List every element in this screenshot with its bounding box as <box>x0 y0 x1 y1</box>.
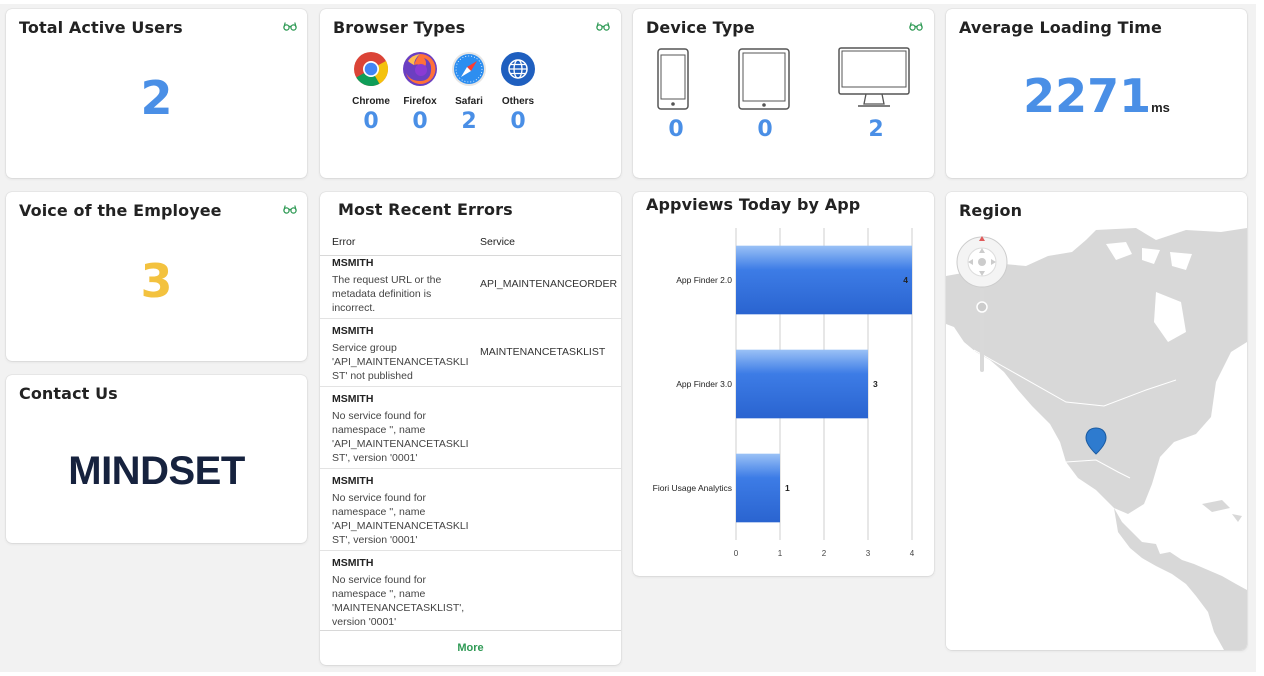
most-recent-errors-card[interactable]: Most Recent Errors Error Service MSMITH … <box>320 192 621 665</box>
x-tick-label: 0 <box>734 549 739 558</box>
error-service: API_MAINTENANCEORDER <box>480 278 618 290</box>
error-message: No service found for namespace '', name … <box>332 574 465 628</box>
globe-icon <box>501 52 535 86</box>
x-tick-label: 3 <box>866 549 871 558</box>
table-row[interactable]: MSMITH No service found for namespace ''… <box>320 387 621 469</box>
tablet-icon <box>738 48 790 110</box>
tablet-count: 0 <box>757 117 773 142</box>
category-label: Fiori Usage Analytics <box>653 483 732 493</box>
active-users-value: 2 <box>140 71 173 125</box>
error-user: MSMITH <box>332 257 374 269</box>
us-mexico-border <box>1065 459 1131 479</box>
error-service: MAINTENANCETASKLIST <box>480 346 606 358</box>
glasses-icon[interactable] <box>283 21 297 31</box>
more-button[interactable]: More <box>320 630 621 665</box>
error-message: The request URL or the metadata definiti… <box>332 274 442 314</box>
browser-label: Others <box>501 96 535 107</box>
error-user: MSMITH <box>332 325 374 337</box>
voice-value: 3 <box>140 254 173 308</box>
card-title: Contact Us <box>19 384 118 403</box>
location-pin-icon[interactable] <box>1085 427 1107 455</box>
phone-count: 0 <box>668 117 684 142</box>
error-message: Service group 'API_MAINTENANCETASKLI ST'… <box>332 342 469 382</box>
card-title: Device Type <box>646 18 755 37</box>
error-message: No service found for namespace '', name … <box>332 492 469 546</box>
browser-count: 0 <box>363 109 379 134</box>
desktop-count: 2 <box>868 117 884 142</box>
browser-others: Others 0 <box>493 51 543 134</box>
bar[interactable] <box>736 453 780 523</box>
desktop-icon <box>838 47 910 107</box>
card-title: Browser Types <box>333 18 466 37</box>
errors-table-header: Error Service <box>320 228 621 256</box>
browser-firefox: Firefox 0 <box>395 51 445 134</box>
error-user: MSMITH <box>332 475 374 487</box>
browser-label: Chrome <box>352 96 390 107</box>
voice-of-employee-card[interactable]: Voice of the Employee 3 <box>6 192 307 361</box>
browser-label: Safari <box>455 96 483 107</box>
browser-count: 0 <box>510 109 526 134</box>
mindset-logo[interactable]: MINDSET <box>68 449 245 493</box>
compass-north-icon <box>979 236 985 241</box>
loading-time-value: 2271 <box>1023 69 1152 123</box>
appviews-card[interactable]: Appviews Today by App 0 1 2 3 4 App Finder 2.… <box>633 192 934 576</box>
safari-icon <box>452 52 486 86</box>
browser-safari: Safari 2 <box>444 51 494 134</box>
central-south-america-land <box>1114 508 1247 650</box>
average-loading-time-card[interactable]: Average Loading Time 2271ms <box>946 9 1247 178</box>
loading-time-kpi: 2271ms <box>946 69 1247 123</box>
x-tick-label: 1 <box>778 549 783 558</box>
x-tick-label: 4 <box>910 549 915 558</box>
category-label: App Finder 3.0 <box>676 379 732 389</box>
table-row[interactable]: MSMITH No service found for namespace ''… <box>320 551 621 631</box>
card-title: Most Recent Errors <box>338 200 513 219</box>
region-card[interactable]: Region <box>946 192 1247 650</box>
caribbean-islands <box>1202 500 1242 522</box>
browser-count: 0 <box>412 109 428 134</box>
device-type-card[interactable]: Device Type 0 0 2 <box>633 9 934 178</box>
chrome-icon <box>354 52 388 86</box>
browser-chrome: Chrome 0 <box>346 51 396 134</box>
card-title: Voice of the Employee <box>19 201 222 220</box>
table-row[interactable]: MSMITH No service found for namespace ''… <box>320 469 621 551</box>
column-header-service: Service <box>480 236 516 248</box>
glasses-icon[interactable] <box>596 21 610 31</box>
glasses-icon[interactable] <box>283 204 297 214</box>
bar[interactable] <box>736 349 868 419</box>
table-row[interactable]: MSMITH The request URL or the metadata d… <box>320 251 621 319</box>
loading-time-unit: ms <box>1151 100 1170 115</box>
hudson-bay <box>1154 292 1186 342</box>
error-user: MSMITH <box>332 557 374 569</box>
zoom-slider-handle[interactable] <box>976 301 988 313</box>
appviews-bar-chart: 0 1 2 3 4 App Finder 2.0 4 App Finder 3.0 3 Fiori… <box>653 228 915 558</box>
glasses-icon[interactable] <box>909 21 923 31</box>
column-header-error: Error <box>332 236 356 248</box>
arctic-waterways <box>1106 242 1192 270</box>
error-message: No service found for namespace '', name … <box>332 410 469 464</box>
us-canada-border <box>973 349 1177 407</box>
bar-value-label: 1 <box>785 483 790 493</box>
card-title: Total Active Users <box>19 18 183 37</box>
region-map[interactable] <box>946 192 1247 650</box>
error-user: MSMITH <box>332 393 374 405</box>
bar-value-label: 3 <box>873 379 878 389</box>
browser-types-card[interactable]: Browser Types Chrome 0 Firefox 0 <box>320 9 621 178</box>
browser-label: Firefox <box>403 96 437 107</box>
bar[interactable] <box>736 245 912 315</box>
firefox-icon <box>403 52 437 86</box>
contact-us-card[interactable]: Contact Us MINDSET <box>6 375 307 543</box>
card-title: Average Loading Time <box>959 18 1162 37</box>
browser-count: 2 <box>461 109 477 134</box>
table-row[interactable]: MSMITH Service group 'API_MAINTENANCETAS… <box>320 319 621 387</box>
bar-value-label: 4 <box>903 275 908 285</box>
x-tick-label: 2 <box>822 549 827 558</box>
card-title: Region <box>959 201 1023 220</box>
phone-icon <box>657 48 689 110</box>
card-title: Appviews Today by App <box>646 195 861 214</box>
total-active-users-card[interactable]: Total Active Users 2 <box>6 9 307 178</box>
category-label: App Finder 2.0 <box>676 275 732 285</box>
